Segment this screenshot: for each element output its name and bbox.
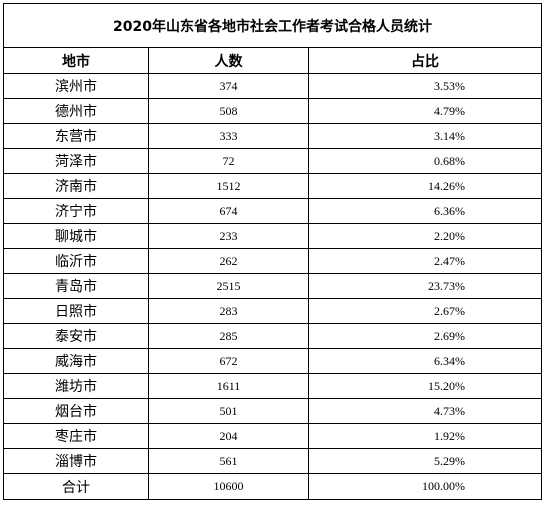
table-row: 枣庄市 204 1.92% xyxy=(3,423,542,449)
cell-count: 2515 xyxy=(148,273,309,299)
cell-ratio: 0.68% xyxy=(308,148,542,174)
cell-city: 潍坊市 xyxy=(3,373,149,399)
cell-count: 283 xyxy=(148,298,309,324)
cell-city: 枣庄市 xyxy=(3,423,149,449)
cell-ratio-text: 3.53% xyxy=(434,78,465,93)
cell-ratio: 4.79% xyxy=(308,98,542,124)
cell-ratio: 5.29% xyxy=(308,448,542,474)
cell-ratio: 6.36% xyxy=(308,198,542,224)
table-row: 威海市 672 6.34% xyxy=(3,348,542,374)
table-row: 聊城市 233 2.20% xyxy=(3,223,542,249)
cell-ratio: 2.67% xyxy=(308,298,542,324)
cell-ratio: 15.20% xyxy=(308,373,542,399)
table-row: 菏泽市 72 0.68% xyxy=(3,148,542,174)
table-row: 德州市 508 4.79% xyxy=(3,98,542,124)
cell-city: 济宁市 xyxy=(3,198,149,224)
title-row: 2020年山东省各地市社会工作者考试合格人员统计 xyxy=(3,3,542,48)
cell-city: 东营市 xyxy=(3,123,149,149)
cell-city: 临沂市 xyxy=(3,248,149,274)
cell-count: 204 xyxy=(148,423,309,449)
cell-ratio: 6.34% xyxy=(308,348,542,374)
table-title: 2020年山东省各地市社会工作者考试合格人员统计 xyxy=(3,3,542,48)
header-city: 地市 xyxy=(3,47,149,74)
cell-city: 烟台市 xyxy=(3,398,149,424)
cell-ratio-text: 2.20% xyxy=(434,228,465,243)
cell-city: 威海市 xyxy=(3,348,149,374)
cell-ratio-text: 5.29% xyxy=(434,453,465,468)
cell-count: 501 xyxy=(148,398,309,424)
cell-ratio-text: 2.47% xyxy=(434,253,465,268)
cell-ratio: 2.20% xyxy=(308,223,542,249)
cell-count: 674 xyxy=(148,198,309,224)
cell-ratio: 1.92% xyxy=(308,423,542,449)
table-row: 滨州市 374 3.53% xyxy=(3,73,542,99)
cell-ratio-text: 14.26% xyxy=(428,178,465,193)
statistics-table: 2020年山东省各地市社会工作者考试合格人员统计 地市 人数 占比 滨州市 374… xyxy=(3,3,542,500)
cell-city: 菏泽市 xyxy=(3,148,149,174)
cell-city: 聊城市 xyxy=(3,223,149,249)
total-row: 合计 10600 100.00% xyxy=(3,473,542,500)
cell-ratio: 2.69% xyxy=(308,323,542,349)
cell-count: 1611 xyxy=(148,373,309,399)
cell-count: 10600 xyxy=(148,473,309,500)
cell-ratio-text: 2.69% xyxy=(434,328,465,343)
cell-city: 合计 xyxy=(3,473,149,500)
cell-count: 1512 xyxy=(148,173,309,199)
cell-ratio: 2.47% xyxy=(308,248,542,274)
cell-count: 233 xyxy=(148,223,309,249)
cell-city: 泰安市 xyxy=(3,323,149,349)
cell-ratio-text: 15.20% xyxy=(428,378,465,393)
cell-count: 672 xyxy=(148,348,309,374)
statistics-table-body: 2020年山东省各地市社会工作者考试合格人员统计 地市 人数 占比 滨州市 374… xyxy=(3,3,542,500)
cell-ratio: 14.26% xyxy=(308,173,542,199)
table-row: 烟台市 501 4.73% xyxy=(3,398,542,424)
cell-ratio-text: 4.79% xyxy=(434,103,465,118)
cell-city: 济南市 xyxy=(3,173,149,199)
table-row: 泰安市 285 2.69% xyxy=(3,323,542,349)
cell-ratio-text: 6.34% xyxy=(434,353,465,368)
table-row: 济宁市 674 6.36% xyxy=(3,198,542,224)
cell-ratio-text: 0.68% xyxy=(434,153,465,168)
table-row: 青岛市 2515 23.73% xyxy=(3,273,542,299)
table-row: 东营市 333 3.14% xyxy=(3,123,542,149)
cell-city: 德州市 xyxy=(3,98,149,124)
table-row: 淄博市 561 5.29% xyxy=(3,448,542,474)
cell-ratio: 23.73% xyxy=(308,273,542,299)
table-row: 潍坊市 1611 15.20% xyxy=(3,373,542,399)
table-row: 临沂市 262 2.47% xyxy=(3,248,542,274)
cell-city: 滨州市 xyxy=(3,73,149,99)
cell-city: 青岛市 xyxy=(3,273,149,299)
cell-ratio-text: 2.67% xyxy=(434,303,465,318)
cell-count: 333 xyxy=(148,123,309,149)
cell-city: 日照市 xyxy=(3,298,149,324)
table-row: 日照市 283 2.67% xyxy=(3,298,542,324)
cell-ratio-text: 3.14% xyxy=(434,128,465,143)
cell-ratio: 3.53% xyxy=(308,73,542,99)
cell-ratio: 3.14% xyxy=(308,123,542,149)
cell-ratio: 4.73% xyxy=(308,398,542,424)
cell-count: 374 xyxy=(148,73,309,99)
cell-count: 508 xyxy=(148,98,309,124)
cell-count: 285 xyxy=(148,323,309,349)
cell-ratio-text: 23.73% xyxy=(428,278,465,293)
cell-ratio: 100.00% xyxy=(308,473,542,500)
cell-ratio-text: 6.36% xyxy=(434,203,465,218)
cell-ratio-text: 100.00% xyxy=(422,479,465,493)
cell-count: 561 xyxy=(148,448,309,474)
header-count: 人数 xyxy=(148,47,309,74)
header-ratio: 占比 xyxy=(308,47,542,74)
header-row: 地市 人数 占比 xyxy=(3,47,542,74)
cell-city: 淄博市 xyxy=(3,448,149,474)
cell-ratio-text: 1.92% xyxy=(434,428,465,443)
cell-ratio-text: 4.73% xyxy=(434,403,465,418)
cell-count: 262 xyxy=(148,248,309,274)
table-row: 济南市 1512 14.26% xyxy=(3,173,542,199)
cell-count: 72 xyxy=(148,148,309,174)
